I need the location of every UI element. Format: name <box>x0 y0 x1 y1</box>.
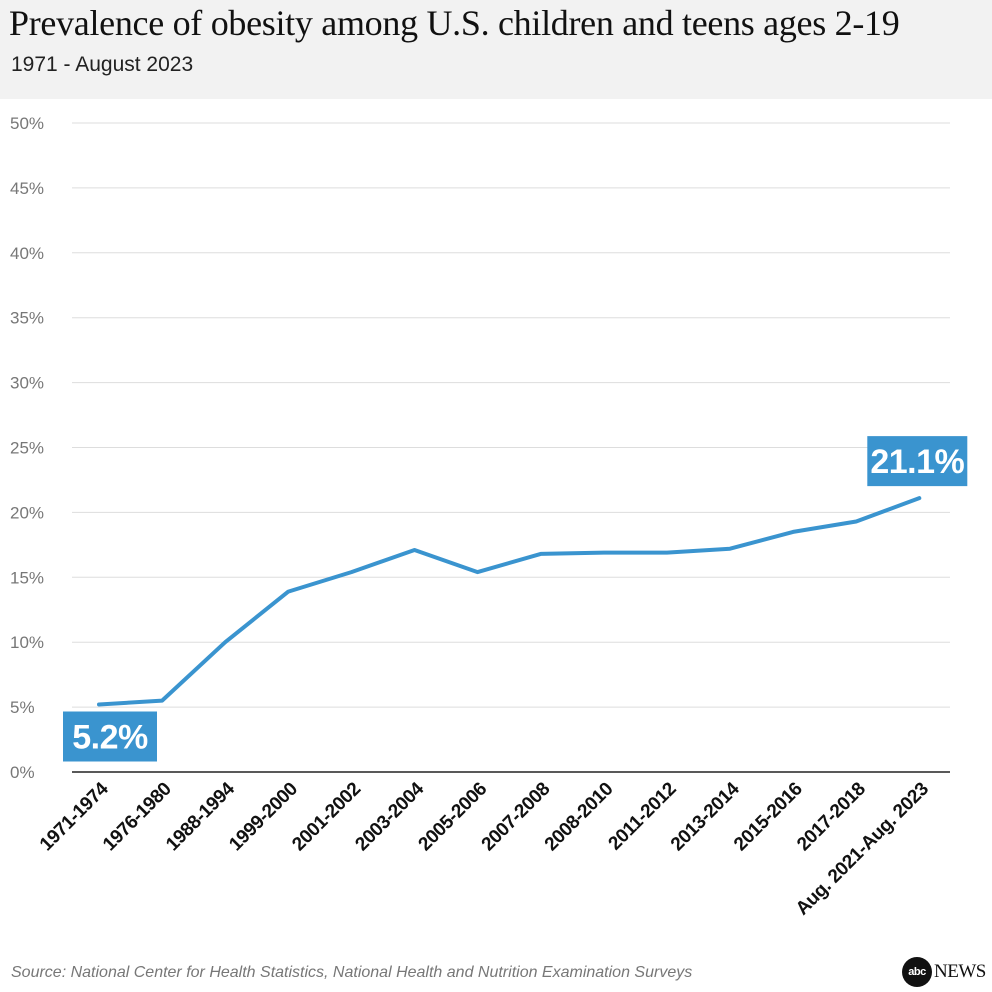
y-tick-label: 35% <box>10 309 44 328</box>
y-tick-label: 50% <box>10 114 44 133</box>
y-tick-label: 20% <box>10 503 44 522</box>
y-tick-label: 45% <box>10 179 44 198</box>
abc-news-logo: abc NEWS <box>902 955 986 989</box>
x-tick-label: 2008-2010 <box>541 779 618 856</box>
chart-header: Prevalence of obesity among U.S. childre… <box>0 0 992 99</box>
y-tick-label: 10% <box>10 633 44 652</box>
y-tick-label: 40% <box>10 244 44 263</box>
abc-circle-logo: abc <box>902 957 932 987</box>
chart-title: Prevalence of obesity among U.S. childre… <box>9 3 900 43</box>
data-label: 21.1% <box>870 443 964 481</box>
y-tick-label: 0% <box>10 763 35 782</box>
y-tick-label: 5% <box>10 698 35 717</box>
x-tick-label: 2001-2002 <box>288 779 365 856</box>
y-tick-label: 30% <box>10 374 44 393</box>
data-label-box <box>867 436 968 487</box>
news-wordmark: NEWS <box>934 961 986 982</box>
y-tick-label: 25% <box>10 439 44 458</box>
y-tick-label: 15% <box>10 568 44 587</box>
source-note: Source: National Center for Health Stati… <box>11 964 693 981</box>
chart-subtitle: 1971 - August 2023 <box>11 53 194 76</box>
data-label-box <box>63 711 157 762</box>
series-line <box>97 496 922 707</box>
data-label: 5.2% <box>72 719 148 757</box>
